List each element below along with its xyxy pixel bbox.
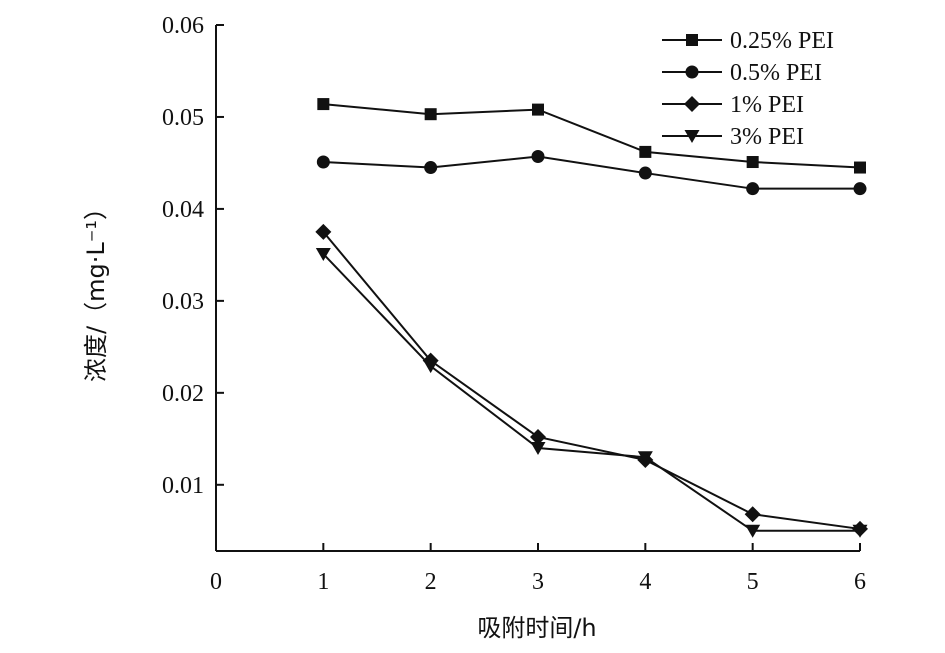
series-0 <box>317 98 866 174</box>
data-point <box>424 108 437 121</box>
data-point <box>424 161 438 175</box>
data-point <box>423 360 439 374</box>
data-point <box>316 155 330 169</box>
legend-marker <box>684 130 700 143</box>
x-tick-label: 6 <box>854 569 866 595</box>
x-axis-label: 吸附时间/h <box>477 614 596 642</box>
data-point <box>531 150 545 163</box>
legend-label: 0.5% PEI <box>730 60 822 86</box>
data-point <box>746 182 760 196</box>
legend-item: 0.5% PEI <box>662 60 822 86</box>
data-point <box>532 103 544 116</box>
legend-label: 1% PEI <box>730 92 804 118</box>
series-group <box>315 98 868 538</box>
series-1 <box>316 150 867 196</box>
y-tick-label: 0.03 <box>162 289 204 315</box>
series-line <box>323 103 861 169</box>
data-point <box>637 451 653 465</box>
y-tick-label: 0.02 <box>162 381 204 407</box>
data-point <box>638 166 652 180</box>
y-tick-label: 0.04 <box>162 197 204 223</box>
x-tick-label: 3 <box>532 569 544 595</box>
data-point <box>639 145 652 158</box>
series-3 <box>315 247 868 538</box>
y-tick-label: 0.05 <box>162 105 204 131</box>
tick-group: 0 1 2 3 4 5 6 0.01 0.02 0.03 0.04 0.05 0.06 <box>162 13 866 595</box>
x-tick-label: 5 <box>747 569 759 595</box>
data-point <box>744 506 761 523</box>
data-point <box>315 223 332 240</box>
x-tick-label: 0 <box>210 569 222 595</box>
legend-label: 3% PEI <box>730 124 804 150</box>
data-point <box>530 442 546 456</box>
data-point <box>530 428 546 445</box>
legend-marker <box>684 96 700 112</box>
series-line <box>323 155 860 190</box>
series-line <box>322 253 860 532</box>
legend-item: 1% PEI <box>662 92 804 118</box>
y-tick-label: 0.01 <box>162 473 204 499</box>
data-point <box>852 524 868 538</box>
x-tick-label: 1 <box>317 569 329 595</box>
data-point <box>315 247 331 261</box>
legend-marker <box>685 65 699 79</box>
x-tick-label: 2 <box>425 569 437 595</box>
data-point <box>853 182 867 196</box>
legend: 0.25% PEI 0.5% PEI 1% PEI 3% PEI <box>662 28 834 150</box>
y-axis-label: 浓度/（mg·L⁻¹） <box>82 196 110 382</box>
data-point <box>746 156 759 169</box>
data-point <box>317 98 330 111</box>
legend-item: 0.25% PEI <box>662 28 834 54</box>
data-point <box>854 161 866 174</box>
legend-label: 0.25% PEI <box>730 28 834 54</box>
x-tick-label: 4 <box>639 569 651 595</box>
legend-marker <box>686 34 698 46</box>
data-point <box>745 524 761 538</box>
series-2 <box>315 223 868 537</box>
legend-item: 3% PEI <box>662 124 804 150</box>
series-line <box>322 231 861 530</box>
y-tick-label: 0.06 <box>162 13 204 39</box>
